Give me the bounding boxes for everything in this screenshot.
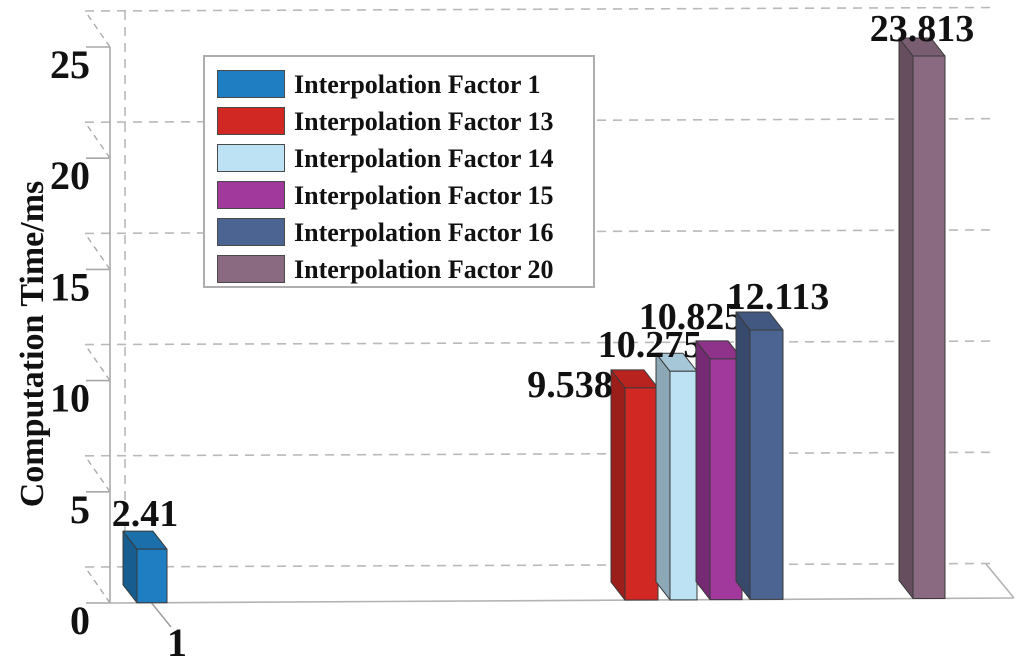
bar-3	[669, 370, 698, 601]
legend-label-4: Interpolation Factor 15	[294, 180, 554, 210]
gridline-5	[84, 451, 991, 457]
legend-item-4: Interpolation Factor 15	[205, 176, 593, 213]
legend-box: Interpolation Factor 1 Interpolation Fact…	[203, 55, 595, 288]
legend-swatch-4	[217, 180, 285, 209]
legend-label-2: Interpolation Factor 13	[294, 106, 554, 136]
legend-swatch-6	[217, 254, 285, 283]
floor-right-edge	[985, 563, 1015, 599]
gridline-0	[84, 562, 991, 568]
bar-side-2	[610, 369, 626, 601]
bar-5	[749, 329, 784, 600]
legend-item-2: Interpolation Factor 13	[205, 102, 593, 139]
legend-label-1: Interpolation Factor 1	[294, 69, 541, 99]
legend-item-6: Interpolation Factor 20	[205, 250, 593, 287]
bar-6	[912, 55, 946, 599]
tick-diagonal-10	[84, 344, 111, 381]
gridline-10	[84, 340, 991, 346]
gridline-25	[84, 6, 991, 12]
legend-swatch-3	[217, 143, 285, 172]
y-tick-label-20: 20	[50, 153, 90, 198]
value-label-5: 12.113	[727, 276, 829, 318]
bar-side-4	[695, 340, 711, 601]
legend-item-1: Interpolation Factor 1	[205, 65, 593, 102]
value-label-6: 23.813	[870, 8, 975, 50]
bar-side-5	[735, 311, 751, 600]
legend-swatch-2	[217, 106, 285, 135]
y-tick-label-5: 5	[70, 487, 90, 532]
value-label-2: 9.538	[527, 364, 613, 406]
legend-item-3: Interpolation Factor 14	[205, 139, 593, 176]
x-axis-line	[109, 597, 1015, 604]
y-axis-title: Computation Time/ms	[14, 180, 51, 508]
x-tick-label-1: 1	[167, 620, 187, 664]
tick-diagonal-25	[84, 10, 111, 48]
bar-1	[136, 548, 168, 604]
y-tick-label-15: 15	[50, 264, 90, 309]
tick-diagonal-20	[84, 121, 111, 159]
value-label-1: 2.41	[112, 493, 179, 535]
y-tick-label-0: 0	[70, 598, 90, 643]
legend-label-6: Interpolation Factor 20	[294, 254, 554, 284]
bar-side-3	[655, 352, 671, 601]
tick-diagonal-15	[84, 233, 111, 270]
bar-side-6	[898, 37, 914, 599]
legend-swatch-5	[217, 217, 285, 246]
x-tick-mark	[149, 600, 172, 628]
tick-diagonal-5	[84, 455, 111, 493]
legend-label-3: Interpolation Factor 14	[294, 143, 554, 173]
y-tick-label-10: 10	[50, 376, 90, 421]
bar-4	[709, 358, 743, 601]
value-label-4: 10.825	[639, 296, 744, 338]
tick-diagonal-0	[84, 566, 111, 604]
legend-label-5: Interpolation Factor 16	[294, 217, 554, 247]
legend-swatch-1	[217, 69, 285, 98]
value-label-3: 10.275	[598, 324, 703, 366]
bar-2	[624, 387, 659, 601]
y-tick-label-25: 25	[50, 42, 90, 87]
legend-item-5: Interpolation Factor 16	[205, 213, 593, 250]
